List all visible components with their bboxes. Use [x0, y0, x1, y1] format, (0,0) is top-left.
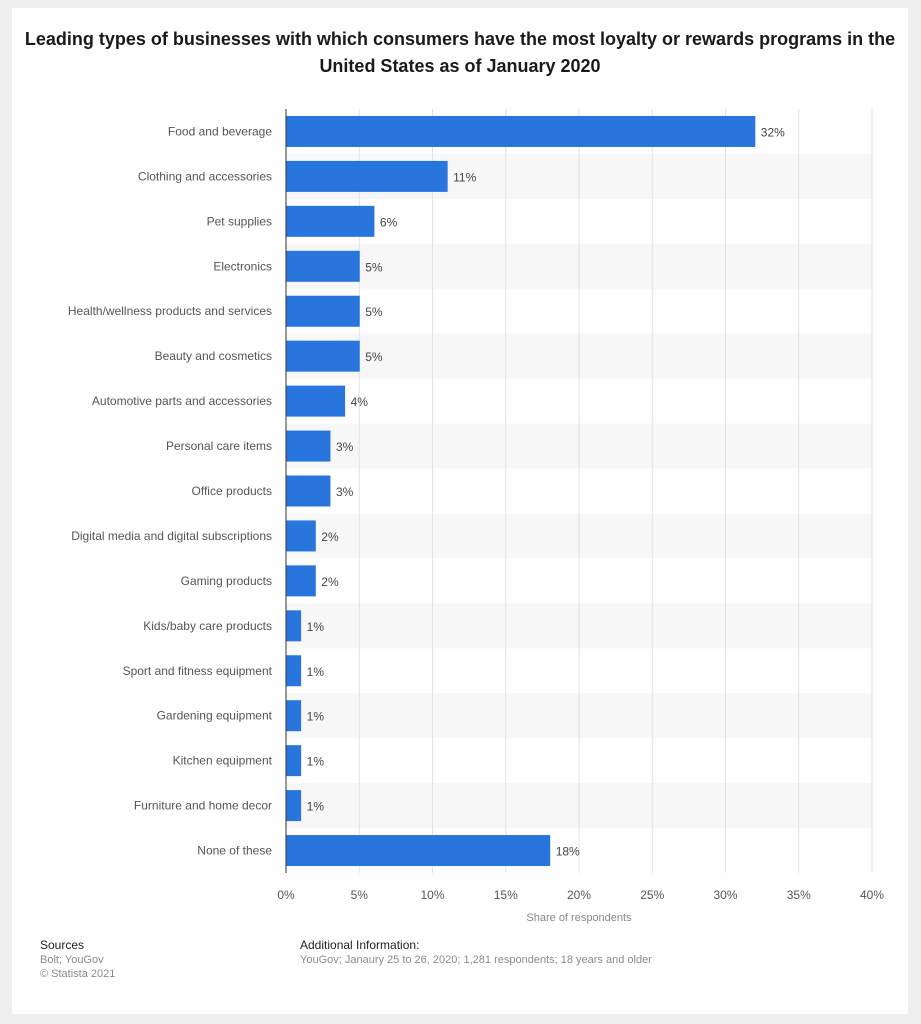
value-label: 32% [761, 125, 785, 139]
value-label: 6% [380, 215, 398, 229]
category-label: Gardening equipment [157, 709, 273, 723]
bar [286, 700, 302, 732]
category-label: Electronics [213, 259, 272, 273]
value-label: 1% [307, 710, 325, 724]
category-label: Furniture and home decor [134, 799, 272, 813]
value-label: 1% [307, 755, 325, 769]
value-label: 2% [321, 575, 339, 589]
bar [286, 385, 346, 417]
bar [286, 475, 331, 507]
category-label: Food and beverage [168, 124, 272, 138]
sources-line-1: Bolt; YouGov [40, 954, 104, 966]
bar [286, 655, 302, 687]
chart-title: Leading types of businesses with which c… [24, 29, 896, 76]
category-label: Beauty and cosmetics [155, 349, 272, 363]
category-label: Gaming products [181, 574, 272, 588]
additional-info-title: Additional Information: [300, 938, 420, 952]
bar-chart: 0% 5% 10% 15% 20% 25% 30% 35% 40% Food and bevera… [68, 109, 884, 924]
value-label: 11% [453, 170, 476, 184]
value-label: 1% [307, 665, 325, 679]
x-tick-label: 25% [640, 888, 664, 902]
category-label: Automotive parts and accessories [92, 394, 272, 408]
chart-card: Leading types of businesses with which c… [12, 8, 908, 1014]
category-label: Digital media and digital subscriptions [71, 529, 272, 543]
bar [286, 205, 375, 237]
category-label: Personal care items [166, 439, 272, 453]
additional-info-text: YouGov; Janaury 25 to 26, 2020; 1,281 re… [300, 954, 652, 966]
bar [286, 340, 360, 372]
value-label: 1% [307, 800, 325, 814]
value-label: 3% [336, 485, 354, 499]
bar [286, 520, 316, 552]
value-label: 5% [365, 260, 383, 274]
category-label: Kitchen equipment [173, 754, 273, 768]
bar [286, 835, 551, 867]
bar [286, 790, 302, 822]
category-label: Pet supplies [207, 214, 272, 228]
x-axis-title: Share of respondents [526, 912, 632, 924]
value-label: 3% [336, 440, 354, 454]
bar [286, 250, 360, 282]
sources-title: Sources [40, 938, 85, 952]
value-label: 5% [365, 305, 383, 319]
bar [286, 610, 302, 642]
bar [286, 745, 302, 777]
category-label: Office products [192, 484, 272, 498]
value-label: 5% [365, 350, 383, 364]
x-tick-label: 40% [860, 888, 884, 902]
value-label: 2% [321, 530, 339, 544]
x-tick-label: 15% [494, 888, 518, 902]
x-tick-label: 5% [351, 888, 369, 902]
bar [286, 565, 316, 597]
x-tick-label: 30% [713, 888, 737, 902]
category-label: Sport and fitness equipment [123, 664, 273, 678]
sources-block: Sources Bolt; YouGov © Statista 2021 [40, 938, 115, 981]
category-label: Kids/baby care products [143, 619, 272, 633]
category-label: Health/wellness products and services [68, 304, 272, 318]
bar [286, 295, 360, 327]
sources-line-2: © Statista 2021 [40, 968, 116, 980]
x-tick-label: 20% [567, 888, 591, 902]
bar [286, 430, 331, 462]
x-tick-label: 10% [420, 888, 444, 902]
category-label: Clothing and accessories [138, 169, 272, 183]
category-label: None of these [197, 844, 272, 858]
x-tick-label: 0% [277, 888, 295, 902]
bar [286, 160, 448, 192]
value-label: 18% [556, 845, 580, 859]
value-label: 4% [351, 395, 369, 409]
additional-info-block: Additional Information: YouGov; Janaury … [300, 938, 652, 967]
x-tick-label: 35% [787, 888, 811, 902]
value-label: 1% [307, 620, 325, 634]
bar [286, 115, 756, 147]
